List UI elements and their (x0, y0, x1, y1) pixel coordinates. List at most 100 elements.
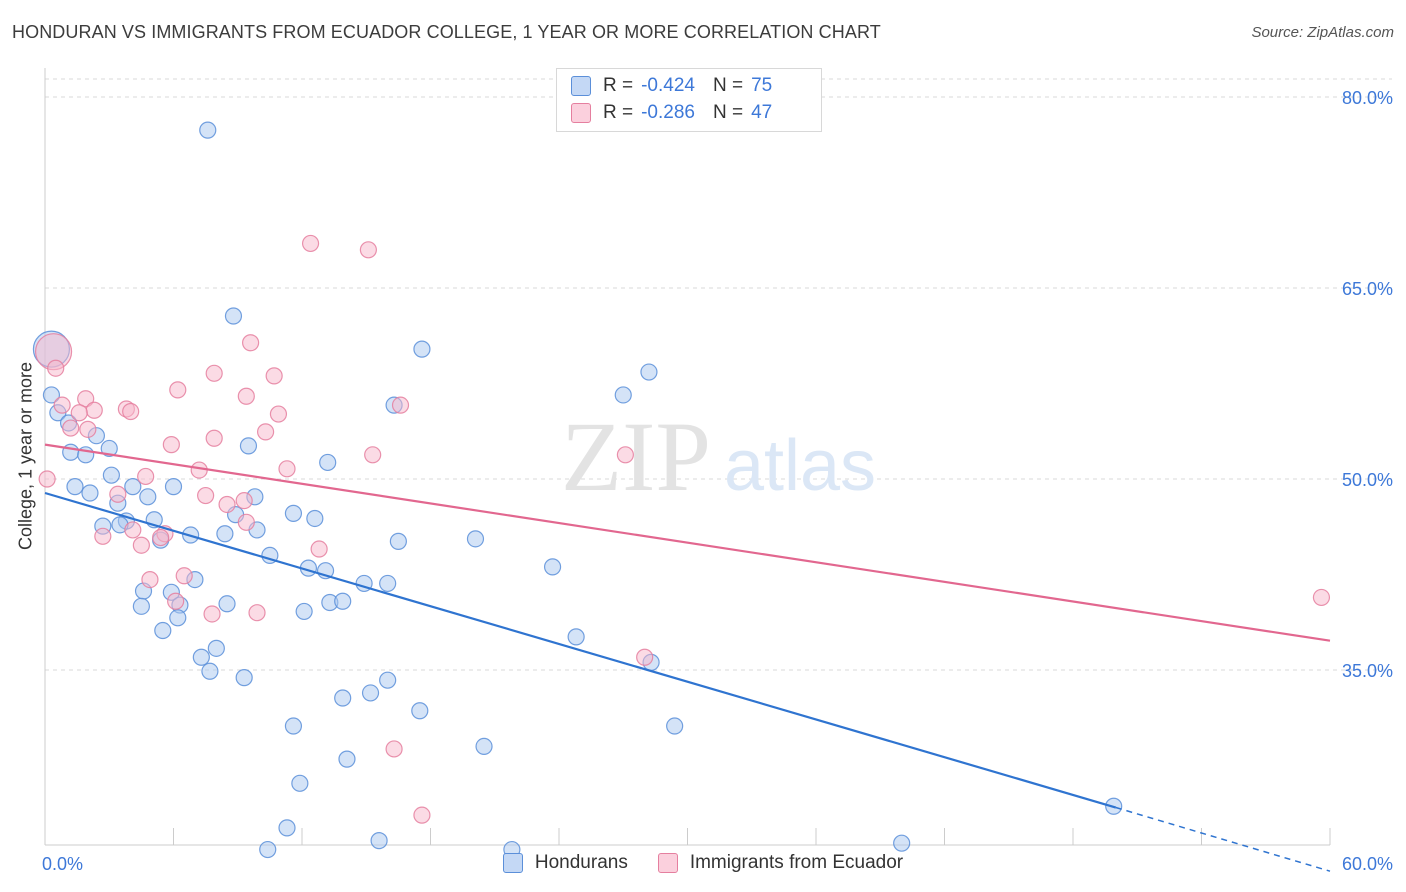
ecuador-point (152, 528, 170, 547)
ecuador-point (77, 390, 95, 408)
r-label: R = (603, 102, 634, 123)
honduran-point (201, 662, 219, 680)
honduran-point (306, 509, 324, 528)
ecuador-point (53, 396, 71, 414)
honduran-point (389, 532, 407, 550)
ecuador-point (242, 334, 260, 352)
honduran-point (154, 621, 172, 640)
honduran-point (169, 609, 187, 627)
r-label: R = (603, 75, 634, 96)
honduran-point (132, 597, 150, 615)
ecuador-point (413, 806, 431, 824)
ecuador-point (237, 513, 255, 531)
honduran-point (102, 466, 120, 484)
legend-item-ecuador: Immigrants from Ecuador (657, 852, 904, 874)
honduran-point (218, 595, 236, 613)
honduran-point (379, 671, 397, 689)
honduran-point (100, 439, 118, 458)
ecuador-point (235, 492, 253, 510)
honduran-point (567, 628, 585, 646)
honduran-point (235, 669, 253, 687)
honduran-point (338, 750, 356, 768)
legend-label: Immigrants from Ecuador (689, 852, 904, 873)
honduran-point (278, 819, 296, 837)
r-value: -0.286 (641, 102, 695, 123)
ecuador-point (85, 401, 103, 419)
ecuador-point (301, 234, 320, 253)
honduran-point (216, 525, 234, 543)
ecuador-point (248, 604, 266, 622)
ecuador-point (237, 387, 255, 405)
ecuador-point (109, 485, 127, 503)
ecuador-point (616, 446, 634, 464)
y-tick-label: 80.0% (1342, 88, 1393, 108)
ecuador-point (364, 446, 382, 464)
honduran-trendline-extension (1115, 806, 1331, 872)
hondurans-swatch (571, 76, 591, 96)
watermark-zip: ZIP (561, 401, 711, 512)
ecuador-point (79, 420, 97, 438)
honduran-point (139, 488, 157, 506)
y-axis-label: College, 1 year or more (15, 361, 36, 551)
ecuador-point (359, 241, 377, 259)
n-label: N = (712, 75, 744, 96)
series-legend: Hondurans Immigrants from Ecuador (0, 852, 1406, 874)
chart-title: HONDURAN VS IMMIGRANTS FROM ECUADOR COLL… (12, 22, 881, 42)
ecuador-point (169, 381, 187, 399)
watermark-atlas: atlas (724, 426, 876, 506)
honduran-point (207, 639, 225, 657)
legend-label: Hondurans (534, 852, 628, 873)
ecuador-point (141, 570, 159, 589)
ecuador-point (218, 495, 236, 514)
ecuador-point (636, 648, 654, 666)
ecuador-point (132, 536, 150, 554)
n-value: 75 (751, 75, 773, 96)
ecuador-point (70, 404, 88, 422)
honduran-point (224, 307, 243, 325)
ecuador-point (269, 405, 288, 423)
source-label: Source: ZipAtlas.com (1251, 24, 1394, 41)
honduran-point (295, 602, 313, 621)
y-tick-label: 65.0% (1342, 279, 1393, 299)
honduran-point (361, 684, 380, 702)
ecuador-swatch (657, 853, 678, 873)
honduran-point (284, 717, 303, 735)
ecuador-trendline (44, 443, 1331, 642)
ecuador-point (137, 467, 155, 486)
honduran-point (81, 484, 99, 502)
n-value: 47 (751, 102, 773, 123)
honduran-point (66, 478, 84, 496)
honduran-point (370, 832, 388, 850)
honduran-point (411, 702, 429, 720)
legend-row-hondurans: R = -0.424 N = 75 (571, 74, 772, 98)
honduran-point (379, 574, 397, 593)
ecuador-point (310, 540, 328, 558)
ecuador-point (265, 367, 283, 385)
ecuador-point (205, 364, 223, 382)
honduran-point (413, 340, 431, 358)
ecuador-point (256, 423, 275, 441)
ecuador-point (205, 429, 223, 447)
ecuador-point (1312, 588, 1331, 607)
ecuador-point (203, 605, 221, 623)
honduran-point (259, 840, 277, 859)
y-tick-label: 50.0% (1342, 470, 1393, 490)
ecuador-point (94, 527, 112, 545)
honduran-point (192, 648, 210, 666)
hondurans-swatch (502, 853, 523, 873)
honduran-trendline (44, 491, 1117, 809)
honduran-point (124, 478, 142, 496)
honduran-point (164, 478, 183, 496)
honduran-point (42, 386, 61, 404)
ecuador-point (391, 396, 410, 414)
honduran-point (666, 717, 684, 735)
x-tick-label: 0.0% (42, 854, 83, 874)
honduran-point (466, 530, 485, 548)
honduran-point (893, 834, 911, 852)
honduran-point (319, 453, 337, 472)
honduran-point (199, 121, 217, 139)
ecuador-point (278, 460, 296, 478)
correlation-legend: R = -0.424 N = 75 R = -0.286 N = 47 (556, 68, 822, 132)
legend-item-hondurans: Hondurans (502, 852, 628, 874)
ecuador-point (62, 419, 80, 437)
